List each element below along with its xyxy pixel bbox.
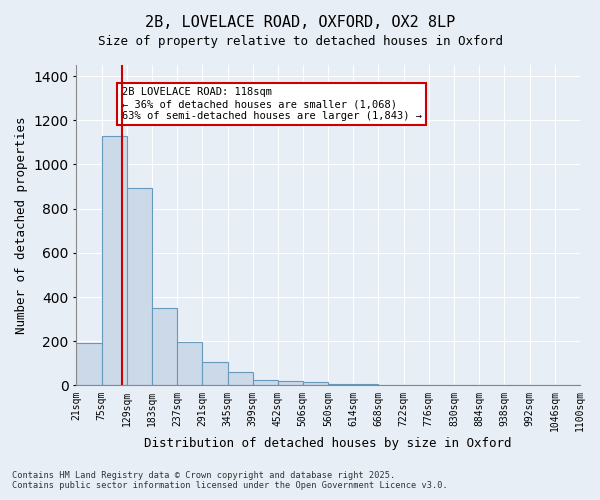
Bar <box>303 382 328 386</box>
X-axis label: Distribution of detached houses by size in Oxford: Distribution of detached houses by size … <box>145 437 512 450</box>
Bar <box>278 380 303 386</box>
Bar <box>127 188 152 386</box>
Y-axis label: Number of detached properties: Number of detached properties <box>15 116 28 334</box>
Bar <box>101 136 127 386</box>
Bar <box>253 380 278 386</box>
Bar <box>353 384 379 386</box>
Text: 2B LOVELACE ROAD: 118sqm
← 36% of detached houses are smaller (1,068)
63% of sem: 2B LOVELACE ROAD: 118sqm ← 36% of detach… <box>122 88 422 120</box>
Text: Size of property relative to detached houses in Oxford: Size of property relative to detached ho… <box>97 35 503 48</box>
Bar <box>202 362 227 386</box>
Bar <box>152 308 177 386</box>
Text: Contains HM Land Registry data © Crown copyright and database right 2025.
Contai: Contains HM Land Registry data © Crown c… <box>12 470 448 490</box>
Text: 2B, LOVELACE ROAD, OXFORD, OX2 8LP: 2B, LOVELACE ROAD, OXFORD, OX2 8LP <box>145 15 455 30</box>
Bar <box>328 384 353 386</box>
Bar <box>76 344 101 386</box>
Bar <box>227 372 253 386</box>
Bar <box>177 342 202 386</box>
